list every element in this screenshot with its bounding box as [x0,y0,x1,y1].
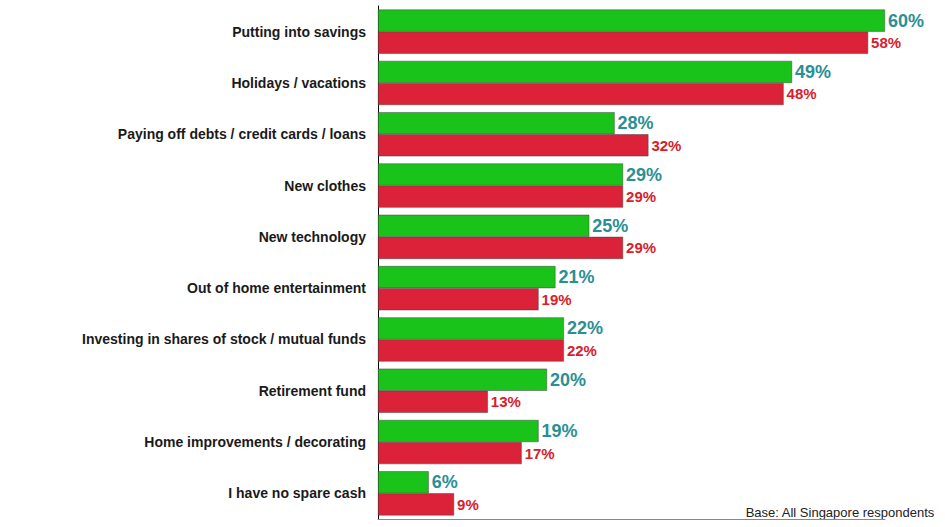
svg-text:Base: All Singapore respondent: Base: All Singapore respondents [746,505,935,520]
svg-text:Retirement fund: Retirement fund [259,383,366,399]
svg-text:9%: 9% [457,496,479,513]
svg-text:58%: 58% [871,34,901,51]
svg-text:Holidays / vacations: Holidays / vacations [231,75,366,91]
svg-text:29%: 29% [626,188,656,205]
svg-text:28%: 28% [618,113,654,133]
svg-text:Home improvements / decorating: Home improvements / decorating [144,434,366,450]
svg-text:29%: 29% [626,165,662,185]
svg-text:New clothes: New clothes [284,178,366,194]
svg-text:29%: 29% [626,239,656,256]
svg-text:Out of home entertainment: Out of home entertainment [187,280,366,296]
svg-text:21%: 21% [558,267,594,287]
svg-text:Putting into savings: Putting into savings [232,24,366,40]
svg-text:49%: 49% [795,62,831,82]
svg-text:48%: 48% [787,85,817,102]
svg-text:19%: 19% [542,291,572,308]
svg-text:17%: 17% [525,445,555,462]
svg-text:I have no spare cash: I have no spare cash [228,485,366,501]
svg-text:19%: 19% [542,421,578,441]
svg-text:60%: 60% [888,11,924,31]
svg-text:Investing in shares of stock /: Investing in shares of stock / mutual fu… [82,331,366,347]
svg-text:6%: 6% [432,472,458,492]
svg-text:13%: 13% [491,393,521,410]
svg-text:Paying off debts / credit card: Paying off debts / credit cards / loans [118,126,366,142]
svg-text:New technology: New technology [259,229,367,245]
svg-text:22%: 22% [567,318,603,338]
svg-text:22%: 22% [567,342,597,359]
svg-text:20%: 20% [550,370,586,390]
svg-text:25%: 25% [592,216,628,236]
svg-text:32%: 32% [651,137,681,154]
